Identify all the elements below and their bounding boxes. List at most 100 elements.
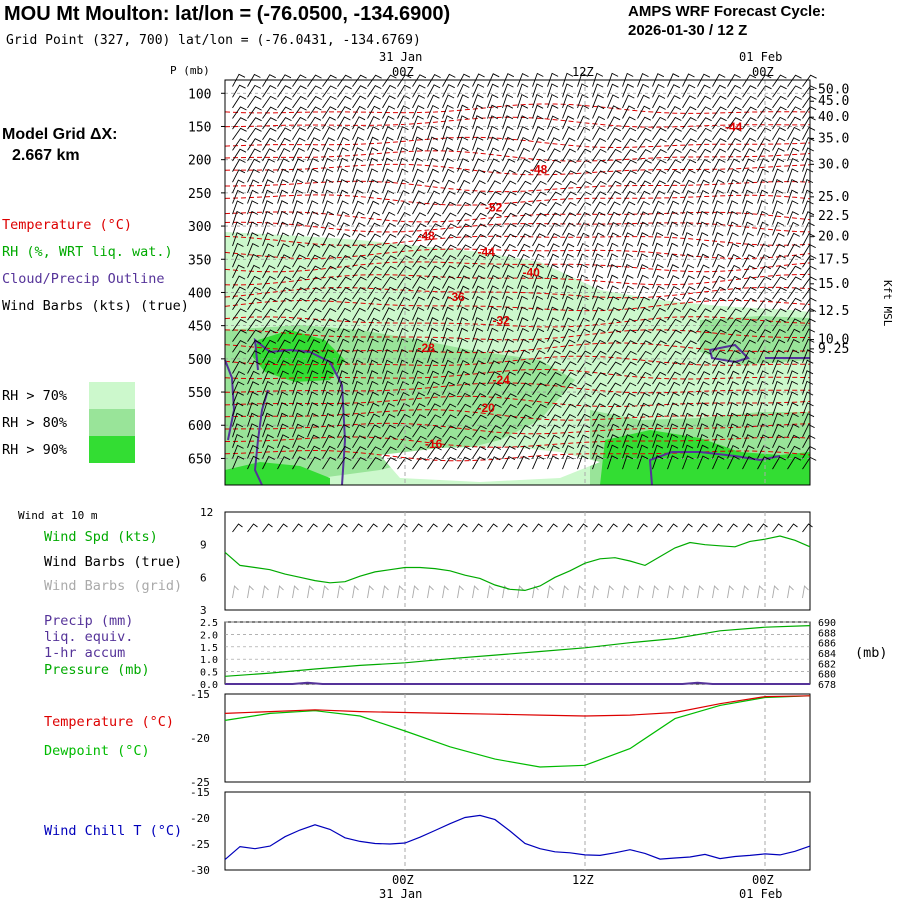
wind-barb bbox=[352, 126, 365, 140]
wind-barb bbox=[352, 189, 364, 204]
wind-barb bbox=[667, 371, 681, 385]
wind-barb bbox=[442, 338, 454, 353]
wind-barb bbox=[622, 83, 634, 98]
wind-barb bbox=[277, 74, 292, 87]
wind-barb bbox=[547, 212, 562, 225]
wind-barb bbox=[322, 232, 336, 247]
wind-barb bbox=[772, 232, 785, 247]
wind-barb bbox=[292, 95, 307, 109]
wind10m-barb-grid bbox=[607, 585, 614, 599]
wind-barb bbox=[412, 317, 424, 332]
wind-barb bbox=[652, 242, 664, 257]
wind-barb bbox=[397, 147, 409, 162]
wind-barb bbox=[457, 414, 472, 427]
wind-barb bbox=[637, 190, 651, 204]
wind-barb bbox=[667, 138, 682, 151]
wind-barb bbox=[502, 254, 516, 268]
wind-barb bbox=[637, 318, 652, 332]
wind-barb bbox=[352, 233, 366, 247]
wind-barb bbox=[787, 189, 799, 204]
wind-barb bbox=[412, 435, 427, 449]
wind-barb bbox=[472, 360, 485, 374]
wind-barb bbox=[652, 94, 666, 109]
wind10m-barb-grid bbox=[262, 585, 269, 599]
wind-barb bbox=[517, 306, 529, 321]
temperature-contour-label: -16 bbox=[425, 437, 443, 451]
wind-barb bbox=[352, 211, 365, 225]
wind-barb bbox=[622, 350, 637, 364]
pressure-tick-label: 550 bbox=[188, 386, 211, 401]
wind-barb bbox=[607, 382, 622, 395]
wind-barb bbox=[577, 94, 589, 109]
wind-barb bbox=[772, 85, 787, 98]
wind-barb bbox=[502, 115, 514, 130]
wind-barb bbox=[472, 233, 487, 247]
wind10m-barb-true bbox=[457, 523, 468, 533]
wind-barb bbox=[667, 190, 680, 204]
wind-barb bbox=[397, 168, 409, 183]
legend-wind-barbs-grid: Wind Barbs (grid) bbox=[44, 578, 183, 594]
wind-barb bbox=[232, 350, 247, 364]
wind-barb bbox=[787, 402, 799, 417]
wind-barb bbox=[292, 339, 306, 353]
wind-barb bbox=[547, 264, 559, 279]
wind-barb bbox=[472, 446, 487, 459]
wind-barb bbox=[397, 348, 409, 363]
wind10m-barb-true bbox=[247, 523, 258, 533]
wind-barb bbox=[622, 180, 637, 194]
wind10m-barb-grid bbox=[277, 585, 284, 599]
wind-barb bbox=[607, 296, 620, 310]
legend-precip: Precip (mm) bbox=[44, 613, 134, 629]
wind-barb bbox=[412, 359, 424, 374]
wind-barb bbox=[352, 328, 365, 342]
wind-barb bbox=[472, 327, 484, 342]
wind-barb bbox=[502, 73, 515, 87]
wind-barb bbox=[697, 242, 709, 257]
wind-barb bbox=[292, 434, 305, 448]
wind-barb bbox=[427, 381, 440, 395]
wind-barb bbox=[712, 242, 724, 257]
wind-barb bbox=[547, 115, 559, 130]
wind-barb bbox=[472, 382, 486, 395]
wind-barb bbox=[502, 285, 514, 300]
wind-barb bbox=[322, 318, 336, 332]
pressure-tick-label: 400 bbox=[188, 286, 211, 301]
wind-barb bbox=[667, 221, 679, 236]
wind-barb bbox=[727, 308, 742, 321]
wind10m-barb-true bbox=[802, 523, 813, 533]
wind-barb bbox=[502, 233, 517, 247]
wind-barb bbox=[487, 274, 500, 289]
wind-barb bbox=[322, 402, 334, 417]
wind-barb bbox=[442, 392, 456, 406]
precip-tick: 0.0 bbox=[200, 680, 218, 691]
wind10m-barb-true bbox=[517, 523, 528, 533]
wind10m-barbs bbox=[232, 523, 813, 599]
wind-barb bbox=[532, 180, 547, 194]
wind-barb bbox=[307, 287, 322, 300]
temperature-contour bbox=[224, 248, 811, 260]
wind-barb bbox=[787, 265, 802, 279]
wind-barb bbox=[622, 201, 636, 215]
wind-barb bbox=[517, 455, 530, 470]
wind-barb bbox=[727, 391, 739, 406]
wind-barb bbox=[652, 159, 667, 172]
height-tick-label: 17.5 bbox=[818, 252, 849, 267]
wind-barb bbox=[307, 106, 322, 119]
wind-barb bbox=[607, 444, 619, 459]
wind-barb bbox=[247, 148, 261, 162]
wind10m-barb-grid bbox=[457, 585, 464, 599]
wind-barb bbox=[382, 244, 397, 257]
wind10m-barb-true bbox=[262, 523, 273, 533]
wind-barb bbox=[532, 137, 545, 151]
wind10m-barb-grid bbox=[322, 585, 329, 599]
wind-barb bbox=[502, 425, 517, 438]
wind-barb bbox=[397, 338, 409, 353]
wind-barb bbox=[502, 317, 514, 332]
wind-barb bbox=[637, 149, 652, 162]
wind-barb bbox=[292, 349, 305, 363]
wind-barb bbox=[367, 328, 380, 342]
wind-barb bbox=[742, 127, 757, 141]
wind-barb bbox=[262, 434, 274, 448]
wind-barb bbox=[712, 200, 724, 215]
